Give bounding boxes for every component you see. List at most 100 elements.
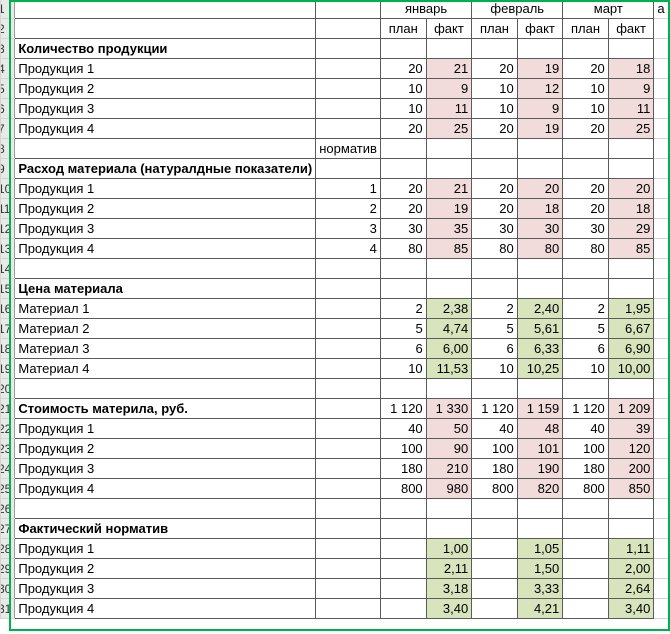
- fact-cell[interactable]: 3,18: [425, 578, 473, 599]
- cell[interactable]: [516, 158, 564, 179]
- cell[interactable]: [379, 498, 427, 519]
- cell[interactable]: [562, 378, 609, 399]
- fact-cell[interactable]: 11,53: [425, 358, 473, 379]
- fact-cell[interactable]: 1,00: [425, 538, 473, 559]
- cell[interactable]: [653, 18, 670, 39]
- row-label[interactable]: Материал 3: [14, 338, 317, 359]
- cell[interactable]: [315, 158, 381, 179]
- norm-cell[interactable]: [315, 298, 381, 319]
- row-label[interactable]: Материал 4: [14, 358, 317, 379]
- plan-cell[interactable]: [379, 598, 427, 619]
- row-label[interactable]: Продукция 1: [14, 418, 317, 439]
- row-label[interactable]: Продукция 4: [14, 598, 317, 619]
- plan-fact-header[interactable]: план: [471, 18, 518, 39]
- plan-fact-header[interactable]: план: [562, 18, 609, 39]
- plan-cell[interactable]: 180: [562, 458, 609, 479]
- plan-cell[interactable]: 10: [562, 98, 609, 119]
- row-label[interactable]: Продукция 2: [14, 558, 317, 579]
- cell[interactable]: [425, 138, 473, 159]
- cell[interactable]: [653, 458, 670, 479]
- cell[interactable]: [607, 138, 655, 159]
- fact-cell[interactable]: 9: [425, 78, 473, 99]
- cell[interactable]: [562, 498, 609, 519]
- plan-cell[interactable]: 10: [471, 358, 518, 379]
- cell[interactable]: [653, 178, 670, 199]
- cell[interactable]: [653, 478, 670, 499]
- cell[interactable]: [653, 318, 670, 339]
- norm-cell[interactable]: [315, 398, 381, 419]
- fact-cell[interactable]: 85: [607, 238, 655, 259]
- cell[interactable]: [425, 498, 473, 519]
- cell[interactable]: [653, 418, 670, 439]
- row-label[interactable]: Продукция 3: [14, 458, 317, 479]
- plan-cell[interactable]: 10: [471, 98, 518, 119]
- cell[interactable]: [379, 278, 427, 299]
- plan-cell[interactable]: 800: [379, 478, 427, 499]
- norm-cell[interactable]: [315, 78, 381, 99]
- plan-fact-header[interactable]: факт: [607, 18, 655, 39]
- cell[interactable]: [14, 258, 317, 279]
- plan-cell[interactable]: 10: [379, 98, 427, 119]
- plan-cell[interactable]: 10: [471, 78, 518, 99]
- fact-cell[interactable]: 2,64: [607, 578, 655, 599]
- cell[interactable]: [14, 138, 317, 159]
- plan-cell[interactable]: 10: [379, 78, 427, 99]
- fact-cell[interactable]: 20: [516, 178, 564, 199]
- cell[interactable]: [653, 98, 670, 119]
- plan-cell[interactable]: 20: [562, 58, 609, 79]
- fact-cell[interactable]: 21: [425, 58, 473, 79]
- plan-cell[interactable]: 30: [379, 218, 427, 239]
- cell[interactable]: [425, 258, 473, 279]
- fact-cell[interactable]: 21: [425, 178, 473, 199]
- fact-cell[interactable]: 10,00: [607, 358, 655, 379]
- fact-cell[interactable]: 3,40: [607, 598, 655, 619]
- plan-cell[interactable]: 20: [471, 118, 518, 139]
- plan-cell[interactable]: 1 120: [471, 398, 518, 419]
- cell[interactable]: [471, 138, 518, 159]
- cell[interactable]: [653, 498, 670, 519]
- cell[interactable]: [425, 278, 473, 299]
- fact-cell[interactable]: 90: [425, 438, 473, 459]
- plan-cell[interactable]: 20: [562, 178, 609, 199]
- cell[interactable]: [653, 578, 670, 599]
- fact-cell[interactable]: 11: [425, 98, 473, 119]
- cell[interactable]: [379, 158, 427, 179]
- fact-cell[interactable]: 50: [425, 418, 473, 439]
- plan-cell[interactable]: [379, 538, 427, 559]
- row-label[interactable]: Продукция 3: [14, 98, 317, 119]
- section-title[interactable]: Цена материала: [14, 278, 317, 299]
- norm-cell[interactable]: [315, 338, 381, 359]
- fact-cell[interactable]: 1,05: [516, 538, 564, 559]
- norm-cell[interactable]: [315, 558, 381, 579]
- norm-cell[interactable]: [315, 538, 381, 559]
- cell[interactable]: [562, 518, 609, 539]
- fact-cell[interactable]: 6,00: [425, 338, 473, 359]
- fact-cell[interactable]: 19: [425, 198, 473, 219]
- cell[interactable]: [471, 258, 518, 279]
- norm-cell[interactable]: [315, 58, 381, 79]
- row-label[interactable]: Продукция 3: [14, 578, 317, 599]
- fact-cell[interactable]: 18: [607, 198, 655, 219]
- cell[interactable]: [653, 198, 670, 219]
- cell[interactable]: [653, 338, 670, 359]
- cell[interactable]: [653, 538, 670, 559]
- plan-cell[interactable]: 40: [379, 418, 427, 439]
- fact-cell[interactable]: 1 330: [425, 398, 473, 419]
- fact-cell[interactable]: 18: [607, 58, 655, 79]
- plan-cell[interactable]: 20: [379, 198, 427, 219]
- cell[interactable]: [379, 518, 427, 539]
- fact-cell[interactable]: 9: [607, 78, 655, 99]
- plan-cell[interactable]: [471, 538, 518, 559]
- fact-cell[interactable]: 210: [425, 458, 473, 479]
- fact-cell[interactable]: 1 209: [607, 398, 655, 419]
- plan-cell[interactable]: 5: [379, 318, 427, 339]
- cell[interactable]: [653, 78, 670, 99]
- fact-cell[interactable]: 6,67: [607, 318, 655, 339]
- cell[interactable]: [607, 278, 655, 299]
- plan-cell[interactable]: 100: [471, 438, 518, 459]
- norm-cell[interactable]: [315, 118, 381, 139]
- plan-cell[interactable]: 1 120: [562, 398, 609, 419]
- fact-cell[interactable]: 19: [516, 58, 564, 79]
- cell[interactable]: [653, 358, 670, 379]
- cell[interactable]: [425, 158, 473, 179]
